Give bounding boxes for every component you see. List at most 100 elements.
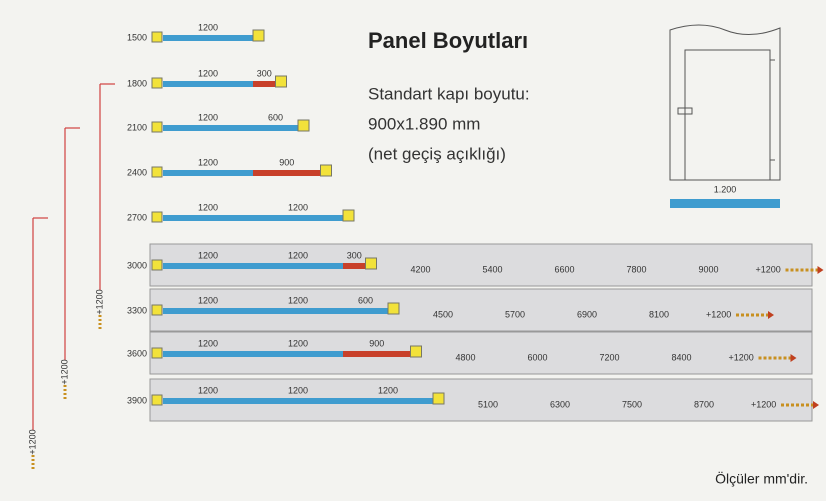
segment-label: 1200 [198,157,218,167]
panel-segment [343,308,388,314]
segment-label: 1200 [288,385,308,395]
door-drawing [669,24,781,181]
panel-segment [253,125,298,131]
panel-segment [163,308,253,314]
height-label: 2100 [127,122,147,132]
end-cap [252,29,265,42]
title: Panel Boyutları [368,28,528,53]
panel-segment [163,170,253,176]
segment-label: 1200 [378,385,398,395]
extension-label: 7200 [599,352,619,362]
segment-label: 1200 [198,68,218,78]
segment-label: 600 [268,112,283,122]
end-cap [410,345,422,358]
segment-label: 1200 [288,338,308,348]
end-cap [151,77,163,89]
panel-segment [253,263,343,269]
height-label: 3300 [127,305,147,315]
extension-label: 4800 [455,352,475,362]
panel-segment [253,398,343,404]
end-cap [151,211,163,223]
arrow-head [817,266,824,274]
panel-segment [253,351,343,357]
end-cap [151,31,163,43]
panel-segment [163,125,253,131]
height-label: 1800 [127,78,147,88]
segment-label: 1200 [198,250,218,260]
end-cap [387,302,400,315]
panel-segment [163,351,253,357]
segment-label: 1200 [198,385,218,395]
height-label: 2400 [127,167,147,177]
door-width-bar [670,199,780,208]
extension-label: 7800 [626,264,646,274]
end-cap [151,259,163,271]
plus-label: +1200 [756,264,781,274]
end-cap [432,392,445,405]
plus-label: +1200 [706,309,731,319]
panel-segment [163,215,253,221]
height-label: 3900 [127,395,147,405]
panel-segment [343,263,366,269]
extension-label: 9000 [698,264,718,274]
end-cap [275,75,287,88]
height-label: 2700 [127,212,147,222]
panel-segment [253,170,321,176]
end-cap [365,257,377,270]
panel-segment [163,398,253,404]
note: Ölçüler mm'dir. [715,470,808,487]
height-label: 3000 [127,260,147,270]
end-cap [297,119,310,132]
extension-label: 6300 [550,399,570,409]
panel-segment [343,351,411,357]
extension-label: 6000 [527,352,547,362]
extension-label: 5100 [478,399,498,409]
plus-label: +1200 [751,399,776,409]
segment-label: 1200 [198,338,218,348]
extension-label: 5700 [505,309,525,319]
height-label: 3600 [127,348,147,358]
extension-label: 4500 [433,309,453,319]
extension-label: 4200 [410,264,430,274]
extension-label: 6600 [554,264,574,274]
segment-label: 1200 [198,22,218,32]
segment-label: 600 [358,295,373,305]
segment-label: 900 [279,157,294,167]
segment-label: 300 [347,250,362,260]
end-cap [151,304,163,316]
panel-segment [253,308,343,314]
segment-label: 900 [369,338,384,348]
extension-label: 8700 [694,399,714,409]
panel-segment [253,215,343,221]
extension-label: 5400 [482,264,502,274]
height-label: 1500 [127,32,147,42]
extension-label: 8100 [649,309,669,319]
end-cap [320,164,332,177]
arrow-head [813,401,819,409]
end-cap [151,394,163,406]
vertical-label: +1200 [59,359,69,384]
door-info: (net geçiş açıklığı) [368,144,506,163]
end-cap [151,166,163,178]
segment-label: 1200 [288,250,308,260]
plus-label: +1200 [729,352,754,362]
extension-label: 6900 [577,309,597,319]
panel-segment [163,263,253,269]
end-cap [151,347,163,359]
vertical-label: +1200 [27,429,37,454]
end-cap [342,209,355,222]
segment-label: 1200 [198,112,218,122]
panel-segment [163,35,253,41]
row-band [149,243,813,287]
extension-label: 8400 [671,352,691,362]
panel-segment [253,81,276,87]
panel-segment [163,81,253,87]
door-width: 1.200 [714,184,737,194]
arrow-head [790,354,797,362]
segment-label: 1200 [198,202,218,212]
segment-label: 1200 [288,295,308,305]
vertical-label: +1200 [94,289,104,314]
extension-label: 7500 [622,399,642,409]
